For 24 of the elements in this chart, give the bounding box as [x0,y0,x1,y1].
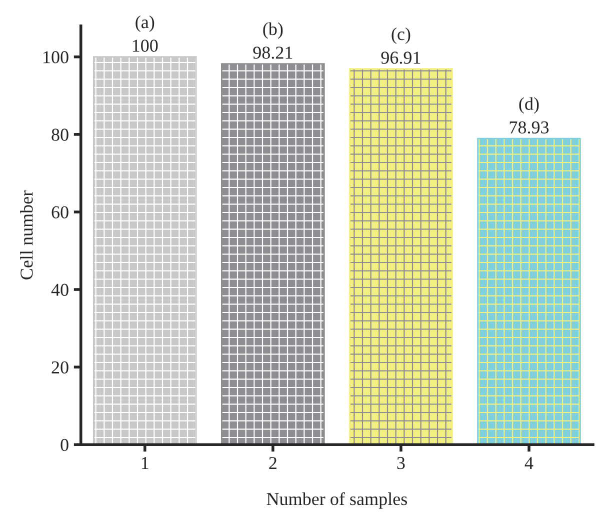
y-tick-label: 60 [52,206,68,218]
data-label: 98.21 [253,46,292,59]
x-axis-title: Number of samples [266,492,407,509]
annotation: (a) [136,15,154,32]
x-tick-label: 2 [269,457,276,469]
data-label: 100 [132,40,158,52]
bar [221,63,325,445]
y-tick-label: 0 [60,438,68,452]
data-label: 78.93 [510,121,549,134]
x-tick-label: 3 [397,457,405,470]
annotation: (d) [519,97,539,114]
annotation: (c) [392,27,410,44]
y-axis-title: Cell number [20,190,33,280]
y-tick-label: 20 [52,361,68,374]
bar [92,56,197,445]
y-tick-label: 40 [51,284,68,296]
bar [477,138,581,445]
y-tick-label: 100 [44,51,68,64]
bar [349,68,453,445]
x-tick-label: 4 [524,457,534,469]
x-tick-label: 1 [142,457,148,469]
y-tick-label: 80 [52,128,68,141]
data-label: 96.91 [381,52,420,64]
annotation: (b) [263,22,283,39]
